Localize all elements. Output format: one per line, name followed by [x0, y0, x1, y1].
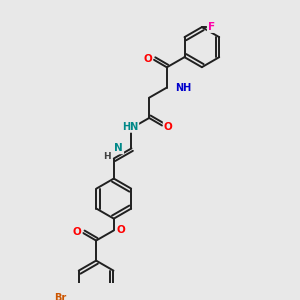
Text: O: O	[117, 225, 126, 236]
Text: O: O	[73, 227, 82, 237]
Text: Br: Br	[54, 293, 66, 300]
Text: NH: NH	[175, 82, 191, 93]
Text: O: O	[164, 122, 172, 132]
Text: H: H	[103, 152, 110, 161]
Text: HN: HN	[122, 122, 138, 132]
Text: N: N	[115, 143, 123, 153]
Text: O: O	[144, 54, 152, 64]
Text: F: F	[208, 22, 215, 32]
